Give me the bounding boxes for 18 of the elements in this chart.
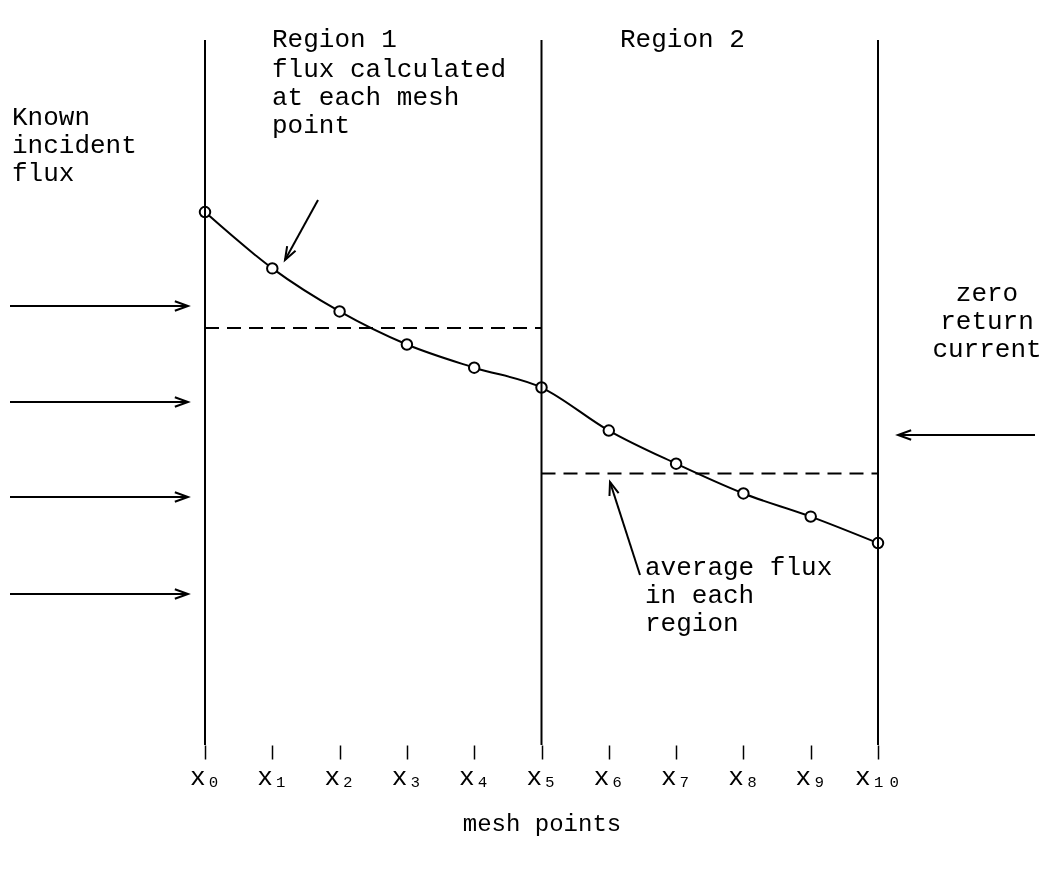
x-tick-label: x₈ [728,762,760,793]
x-tick-label: x₂ [324,762,356,793]
x-tick-label: x₃ [391,762,424,793]
x-axis-title: mesh points [462,810,622,838]
x-tick-label: x₁₀ [855,762,902,793]
text: Region 2 [620,25,745,55]
x-tick-label: x₀ [189,762,222,793]
x-tick-label: x₉ [795,762,827,793]
text: zero return current [932,279,1042,365]
text: Known incident flux [12,103,137,189]
text: Region 1 [272,25,397,55]
x-tick-label: x₁ [257,762,289,793]
x-tick-label: x₅ [526,762,558,793]
text: flux calculated at each mesh point [272,55,507,141]
x-tick-label: x₆ [593,762,625,793]
x-tick-label: x₇ [660,762,693,793]
x-tick-label: x₄ [459,762,491,793]
text: average flux in each region [645,553,833,639]
